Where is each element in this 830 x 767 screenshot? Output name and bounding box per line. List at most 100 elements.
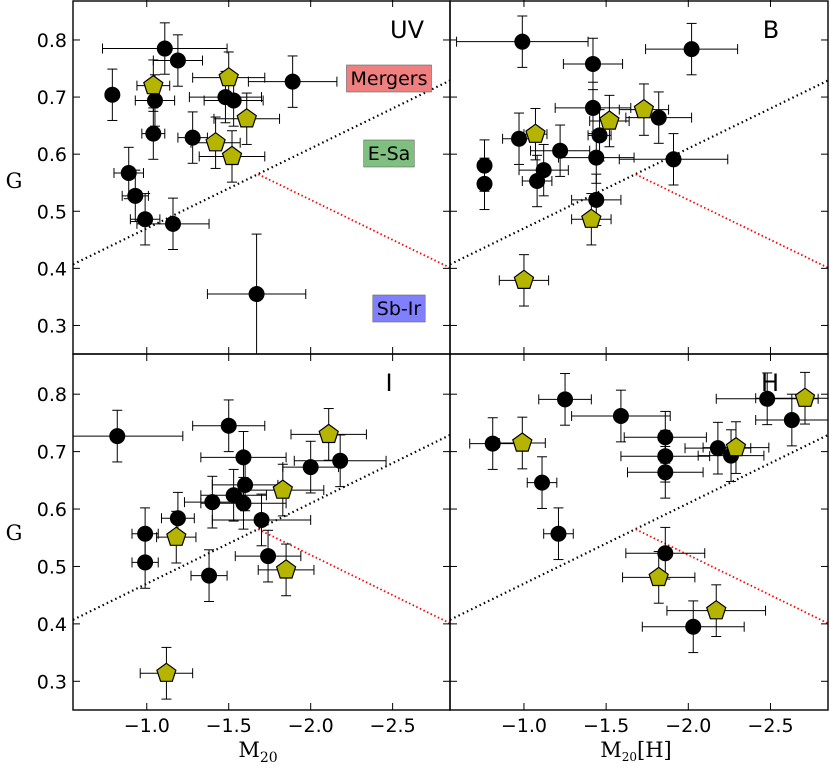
panel-label: H	[761, 369, 779, 397]
pentagon-point	[275, 559, 297, 579]
pentagon-point	[512, 432, 533, 452]
y-axis-title-top-text: G	[6, 169, 23, 193]
circle-point	[145, 125, 162, 142]
circle-point	[169, 52, 186, 69]
pentagon-point	[633, 98, 655, 119]
x-tick-label: −2.5	[747, 715, 793, 737]
merger-boundary-line	[450, 433, 828, 621]
circle-point	[137, 525, 154, 542]
x-axis-title-left-sub: 20	[260, 750, 278, 766]
circle-point	[584, 55, 601, 72]
x-axis-title-right-sub: 20	[622, 750, 637, 764]
circle-point	[248, 286, 265, 303]
y-axis-title-bottom-text: G	[6, 521, 23, 545]
circle-point	[137, 211, 154, 228]
y-tick-label: 0.3	[37, 315, 67, 337]
x-axis-title-right: M20[H]	[600, 738, 672, 764]
circle-point	[552, 142, 569, 159]
circle-point	[657, 545, 674, 562]
panel-plot-area	[450, 15, 828, 307]
y-axis-title-bottom: G	[6, 521, 23, 545]
annotation-text: E-Sa	[368, 143, 411, 165]
circle-point	[584, 99, 601, 116]
x-tick-label: −1.5	[583, 715, 629, 737]
circle-point	[650, 109, 667, 126]
y-tick-label: 0.5	[37, 556, 67, 578]
circle-point	[759, 390, 776, 407]
circle-point	[588, 149, 605, 166]
circle-point	[104, 86, 121, 103]
pentagon-point	[513, 269, 535, 289]
pentagon-point	[166, 526, 187, 546]
annotation-sb-ir: Sb-Ir	[372, 294, 426, 323]
circle-point	[204, 494, 221, 511]
circle-point	[476, 157, 493, 174]
y-tick-label: 0.7	[37, 442, 67, 464]
circle-point	[332, 452, 349, 469]
circle-point	[220, 417, 237, 434]
pentagon-point	[205, 131, 226, 152]
pentagon-point	[794, 387, 816, 407]
x-tick-label: −1.0	[501, 715, 547, 737]
pentagon-point	[705, 599, 727, 620]
x-axis-title-right-suffix: [H]	[637, 738, 672, 762]
annotation-box	[363, 139, 415, 168]
early-late-boundary-line	[257, 173, 450, 269]
circle-point	[534, 474, 551, 491]
circle-point	[201, 567, 218, 584]
panel-label: B	[763, 16, 779, 44]
circle-point	[169, 510, 186, 527]
annotation-box	[346, 64, 432, 93]
y-axis-title-top: G	[6, 169, 23, 193]
y-tick-label: 0.4	[37, 258, 67, 280]
panel-frame	[449, 0, 829, 355]
circle-point	[529, 172, 546, 189]
circle-point	[511, 130, 528, 147]
circle-point	[225, 92, 242, 109]
annotation-text: Mergers	[350, 68, 427, 90]
panel-h: −1.0 −1.5 −2.0 −2.5 H	[449, 353, 829, 737]
panel-label: I	[385, 369, 392, 397]
circle-point	[591, 127, 608, 144]
circle-point	[665, 151, 682, 168]
panel-uv: 0.3 0.4 0.5 0.6 0.7 0.8 UV Mergers E-Sa Sb-Ir	[37, 0, 451, 355]
circle-point	[237, 476, 254, 493]
panel-plot-area	[73, 399, 450, 700]
panel-frame	[449, 353, 829, 711]
circle-point	[156, 40, 173, 57]
axis-text-group: G G M20 M20[H]	[6, 169, 672, 766]
x-axis-title-left: M20	[238, 738, 277, 766]
circle-point	[557, 391, 574, 408]
circle-point	[484, 435, 501, 452]
pentagon-point	[221, 145, 243, 166]
pentagon-point	[599, 110, 620, 130]
x-axis-title-right-main: M	[600, 738, 622, 762]
x-tick-label: −2.0	[665, 715, 711, 737]
pentagon-point	[156, 662, 177, 682]
annotation-e-sa: E-Sa	[363, 139, 415, 168]
annotation-text: Sb-Ir	[377, 298, 422, 320]
circle-point	[146, 92, 163, 109]
circle-point	[657, 448, 674, 465]
pentagon-point	[218, 66, 239, 87]
x-tick-label: −2.0	[288, 715, 334, 737]
pentagon-point	[648, 566, 669, 587]
x-tick-label: −1.0	[124, 715, 170, 737]
circle-point	[612, 408, 629, 425]
panels-group: 0.3 0.4 0.5 0.6 0.7 0.8 UV Mergers E-Sa Sb-Ir B 0.3…	[37, 0, 829, 737]
circle-point	[164, 215, 181, 232]
x-tick-label: −1.5	[206, 715, 252, 737]
circle-point	[120, 165, 137, 182]
pentagon-point	[525, 123, 546, 143]
pentagon-point	[143, 74, 164, 95]
circle-point	[137, 554, 154, 571]
circle-point	[514, 33, 531, 50]
circle-point	[783, 412, 800, 429]
panel-label: UV	[390, 16, 425, 44]
circle-point	[476, 175, 493, 192]
circle-point	[685, 618, 702, 635]
y-tick-label: 0.3	[37, 671, 67, 693]
pentagon-point	[581, 208, 602, 228]
y-tick-label: 0.5	[37, 201, 67, 223]
pentagon-point	[318, 423, 339, 444]
